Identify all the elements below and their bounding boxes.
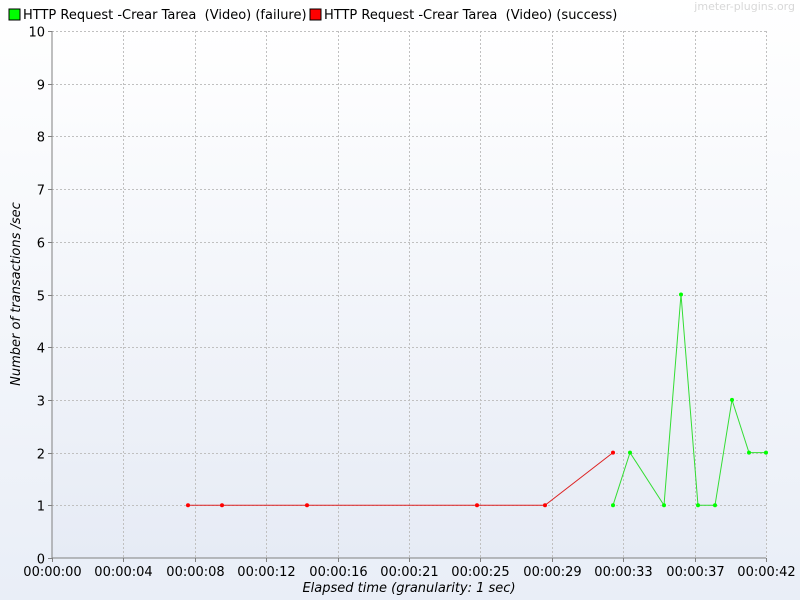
x-axis-ticks: 00:00:00 00:00:04 00:00:08 00:00:12 00:00:16…	[23, 558, 796, 580]
data-point-success	[543, 503, 547, 508]
y-tick-label: 7	[37, 184, 45, 199]
data-point-success	[186, 503, 190, 508]
data-point-failure	[730, 397, 734, 402]
series	[186, 292, 768, 508]
data-point-success	[611, 450, 615, 455]
y-axis-ticks: 0 1 2 3 4 5 6 7 8 9 10	[28, 26, 52, 568]
x-tick-label: 00:00:08	[166, 565, 224, 580]
data-point-success	[305, 503, 309, 508]
x-tick-label: 00:00:33	[594, 565, 652, 580]
y-tick-label: 4	[37, 342, 45, 357]
data-point-failure	[611, 503, 615, 508]
y-tick-label: 10	[28, 26, 45, 41]
x-tick-label: 00:00:42	[737, 565, 795, 580]
data-point-failure	[679, 292, 683, 297]
series-failure	[611, 292, 768, 508]
y-tick-label: 8	[37, 131, 45, 146]
data-point-failure	[764, 450, 768, 455]
legend-label-success: HTTP Request -Crear Tarea (Video) (succe…	[324, 8, 617, 23]
data-point-failure	[696, 503, 700, 508]
data-point-failure	[628, 450, 632, 455]
x-axis-title: Elapsed time (granularity: 1 sec)	[302, 581, 515, 596]
y-tick-label: 3	[37, 395, 45, 410]
x-tick-label: 00:00:21	[380, 565, 438, 580]
data-point-failure	[747, 450, 751, 455]
watermark: jmeter-plugins.org	[693, 0, 795, 13]
data-point-success	[475, 503, 479, 508]
x-tick-label: 00:00:16	[309, 565, 367, 580]
legend-item-failure[interactable]: HTTP Request -Crear Tarea (Video) (failu…	[8, 8, 307, 23]
legend: HTTP Request -Crear Tarea (Video) (failu…	[8, 8, 617, 23]
legend-label-failure: HTTP Request -Crear Tarea (Video) (failu…	[23, 8, 307, 23]
y-axis-title: Number of transactions /sec	[9, 202, 24, 386]
x-tick-label: 00:00:12	[237, 565, 295, 580]
y-tick-label: 5	[37, 290, 45, 305]
plot-area	[52, 31, 766, 558]
y-tick-label: 1	[37, 500, 45, 515]
x-tick-label: 00:00:04	[94, 565, 152, 580]
data-point-success	[220, 503, 224, 508]
series-line-success	[188, 452, 614, 506]
data-point-failure	[662, 503, 666, 508]
data-point-failure	[713, 503, 717, 508]
legend-swatch-failure	[8, 8, 21, 21]
y-tick-label: 9	[37, 79, 45, 94]
y-tick-label: 6	[37, 237, 45, 252]
x-tick-label: 00:00:25	[451, 565, 509, 580]
y-tick-label: 2	[37, 448, 45, 463]
x-tick-label: 00:00:00	[23, 565, 81, 580]
x-tick-label: 00:00:37	[666, 565, 724, 580]
legend-swatch-success	[309, 8, 322, 21]
x-tick-label: 00:00:29	[523, 565, 581, 580]
series-success	[186, 450, 615, 508]
legend-item-success[interactable]: HTTP Request -Crear Tarea (Video) (succe…	[309, 8, 617, 23]
y-tick-label: 0	[37, 553, 45, 568]
